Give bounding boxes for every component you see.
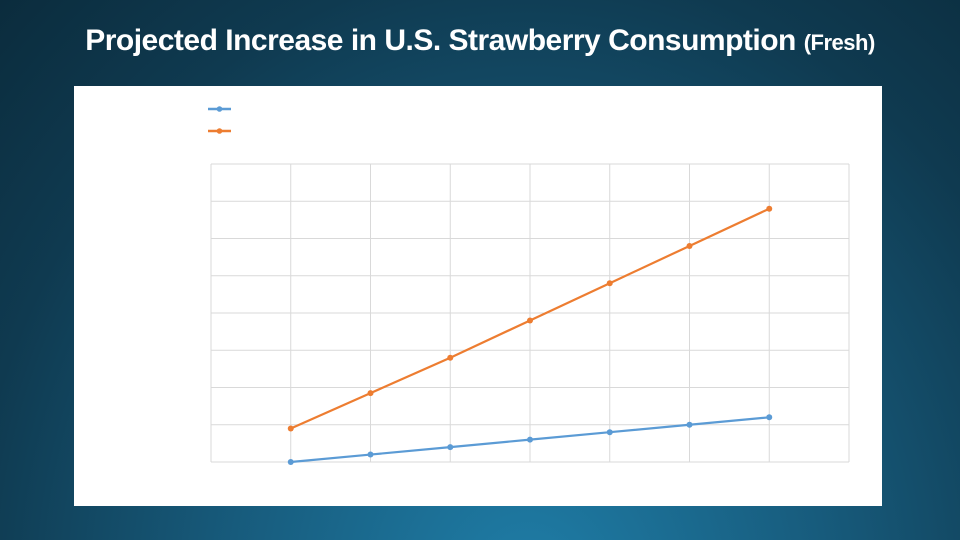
data-point: [287, 459, 294, 465]
data-point: [287, 425, 294, 432]
data-point: [367, 451, 374, 458]
chart-series: [287, 205, 773, 465]
data-point: [447, 354, 454, 361]
data-point: [367, 390, 374, 397]
chart-gridlines: [210, 163, 850, 463]
data-point: [527, 317, 533, 324]
chart-panel: [74, 86, 882, 506]
chart-legend: [208, 106, 231, 134]
data-point: [766, 414, 773, 421]
data-point: [686, 242, 693, 249]
legend-swatch-marker: [216, 128, 223, 134]
data-point: [766, 205, 773, 212]
data-point: [447, 444, 454, 451]
slide-title-main: Projected Increase in U.S. Strawberry Co…: [85, 24, 796, 57]
legend-swatch-marker: [216, 106, 223, 112]
data-point: [606, 280, 613, 287]
data-point: [686, 421, 693, 428]
line-chart: [208, 106, 850, 465]
slide-title: Projected Increase in U.S. Strawberry Co…: [0, 24, 960, 58]
data-point: [606, 429, 613, 436]
data-point: [527, 436, 533, 443]
slide-title-sub: (Fresh): [803, 30, 876, 55]
